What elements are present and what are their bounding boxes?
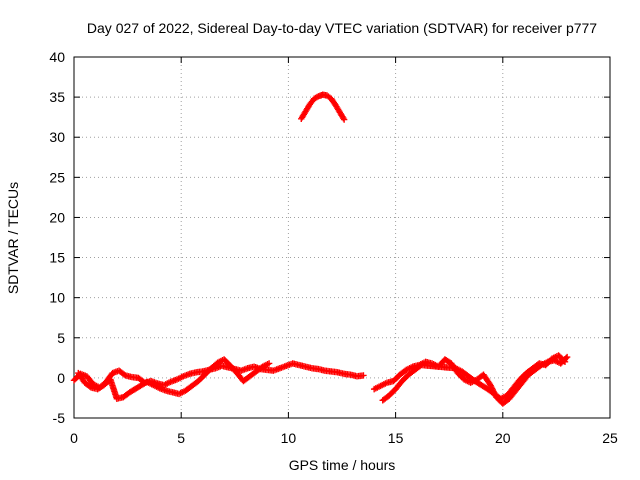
x-tick-label: 0 [70, 430, 78, 446]
data-point [120, 371, 128, 378]
y-tick-label: 0 [57, 370, 65, 386]
x-tick-label: 15 [388, 430, 404, 446]
y-tick-label: 30 [49, 129, 65, 145]
data-marks [70, 91, 571, 407]
y-tick-label: 5 [57, 330, 65, 346]
grid-layer [74, 57, 610, 418]
plot-frame [73, 56, 611, 419]
y-tick-label: 35 [49, 89, 65, 105]
data-point [561, 358, 569, 366]
data-point [360, 372, 367, 379]
data-point [340, 116, 348, 123]
data-point [86, 383, 94, 390]
chart-title: Day 027 of 2022, Sidereal Day-to-day VTE… [87, 20, 597, 36]
y-tick-label: -5 [53, 410, 66, 426]
data-point [560, 357, 568, 364]
series-arc-high [298, 91, 348, 123]
data-point [563, 353, 571, 361]
y-tick-label: 20 [49, 209, 65, 225]
x-axis-label: GPS time / hours [289, 457, 396, 473]
y-tick-label: 15 [49, 250, 65, 266]
x-tick-label: 20 [495, 430, 511, 446]
data-point [265, 360, 273, 367]
data-point [486, 381, 494, 388]
x-tick-label: 10 [281, 430, 297, 446]
x-tick-label: 5 [177, 430, 185, 446]
y-tick-label: 10 [49, 290, 65, 306]
y-axis-label: SDTVAR / TECUs [5, 182, 21, 294]
x-tick-label: 25 [602, 430, 618, 446]
y-tick-label: 40 [49, 49, 65, 65]
data-point [313, 93, 321, 101]
series-low-tracks-secondary [75, 356, 273, 402]
y-tick-label: 25 [49, 169, 65, 185]
series-late-tracks-secondary [379, 352, 569, 404]
